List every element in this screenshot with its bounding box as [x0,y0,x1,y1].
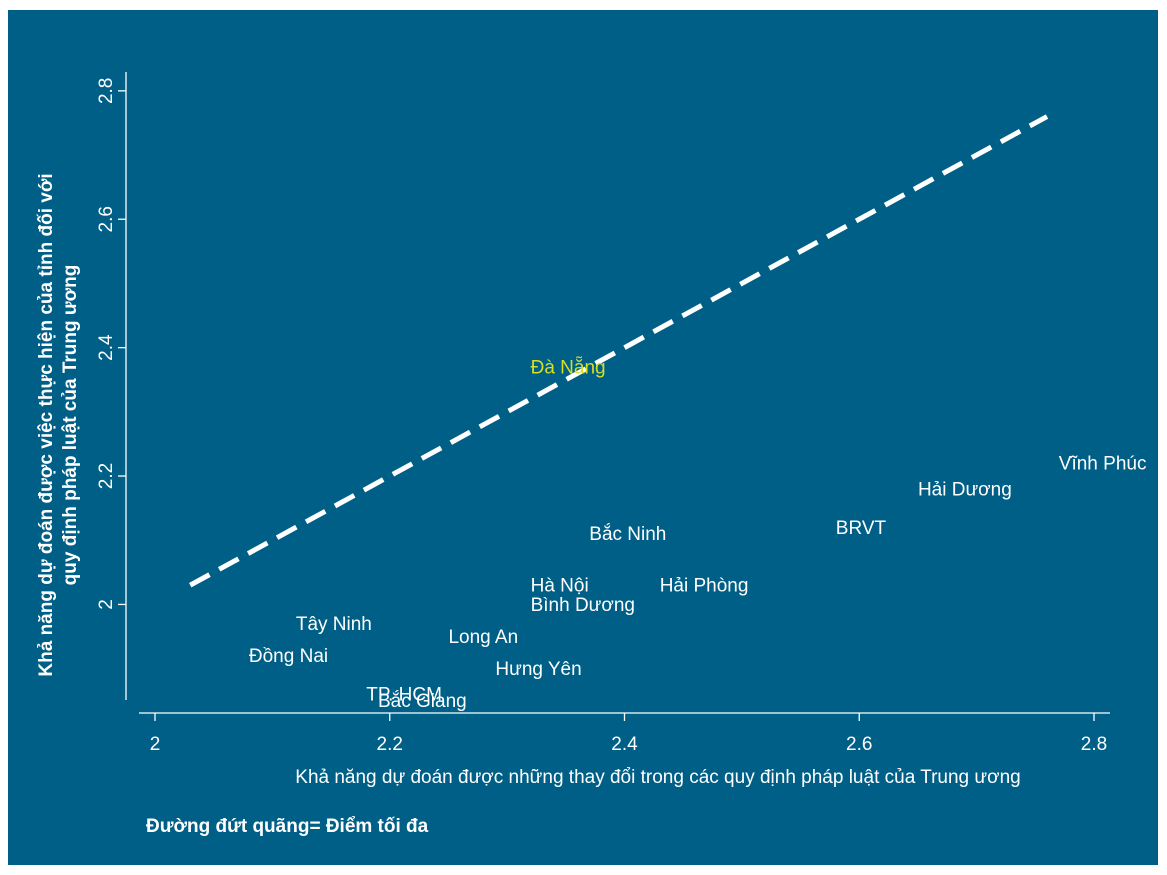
x-tick-label: 2.2 [377,734,403,755]
legend-note: Đường đứt quãng= Điểm tối đa [146,816,429,837]
y-axis: 2 2.2 2.4 2.6 2.8 [96,72,127,700]
max-score-dashed-line [189,114,1049,588]
point-label: TP. HCM [366,685,442,706]
point-label: Long An [448,627,518,648]
point-label: Bắc Ninh [589,523,666,545]
y-tick-label: 2.4 [96,334,117,361]
y-ticks: 2 2.2 2.4 2.6 2.8 [96,78,126,610]
x-axis: 2 2.2 2.4 2.6 2.8 [139,712,1110,755]
y-tick-label: 2.8 [96,78,117,104]
y-axis-title-line-2: quy định pháp luật của Trung ương [60,265,81,586]
y-tick-label: 2.2 [96,463,117,489]
x-tick-label: 2.4 [611,734,638,755]
x-axis-title: Khả năng dự đoán được những thay đổi tro… [295,767,1020,788]
y-tick-label: 2.6 [96,206,117,232]
chart-background [8,10,1158,865]
point-label: Hưng Yên [495,659,581,680]
point-labels: Vĩnh Phúc Hải Dương BRVT Bắc Ninh Hải Phòng H… [249,357,1147,712]
point-label: Tây Ninh [296,614,372,635]
point-label: Hà Nội [531,576,589,597]
x-tick-label: 2 [150,734,161,755]
x-ticks: 2 2.2 2.4 2.6 2.8 [150,713,1107,755]
point-label: Đà Nẵng [531,357,606,378]
y-tick-label: 2 [96,599,117,610]
y-axis-title-line-1: Khả năng dự đoán được việc thực hiện của… [36,173,57,676]
x-tick-label: 2.8 [1081,734,1107,755]
point-label: Hải Phòng [660,576,749,597]
point-label: BRVT [836,518,887,539]
point-label: Hải Dương [918,479,1012,500]
point-label: Bình Dương [531,595,635,616]
point-label: Bắc Giang [378,690,467,712]
point-label: Đồng Nai [249,646,328,667]
point-label: Vĩnh Phúc [1059,454,1147,475]
x-tick-label: 2.6 [846,734,872,755]
